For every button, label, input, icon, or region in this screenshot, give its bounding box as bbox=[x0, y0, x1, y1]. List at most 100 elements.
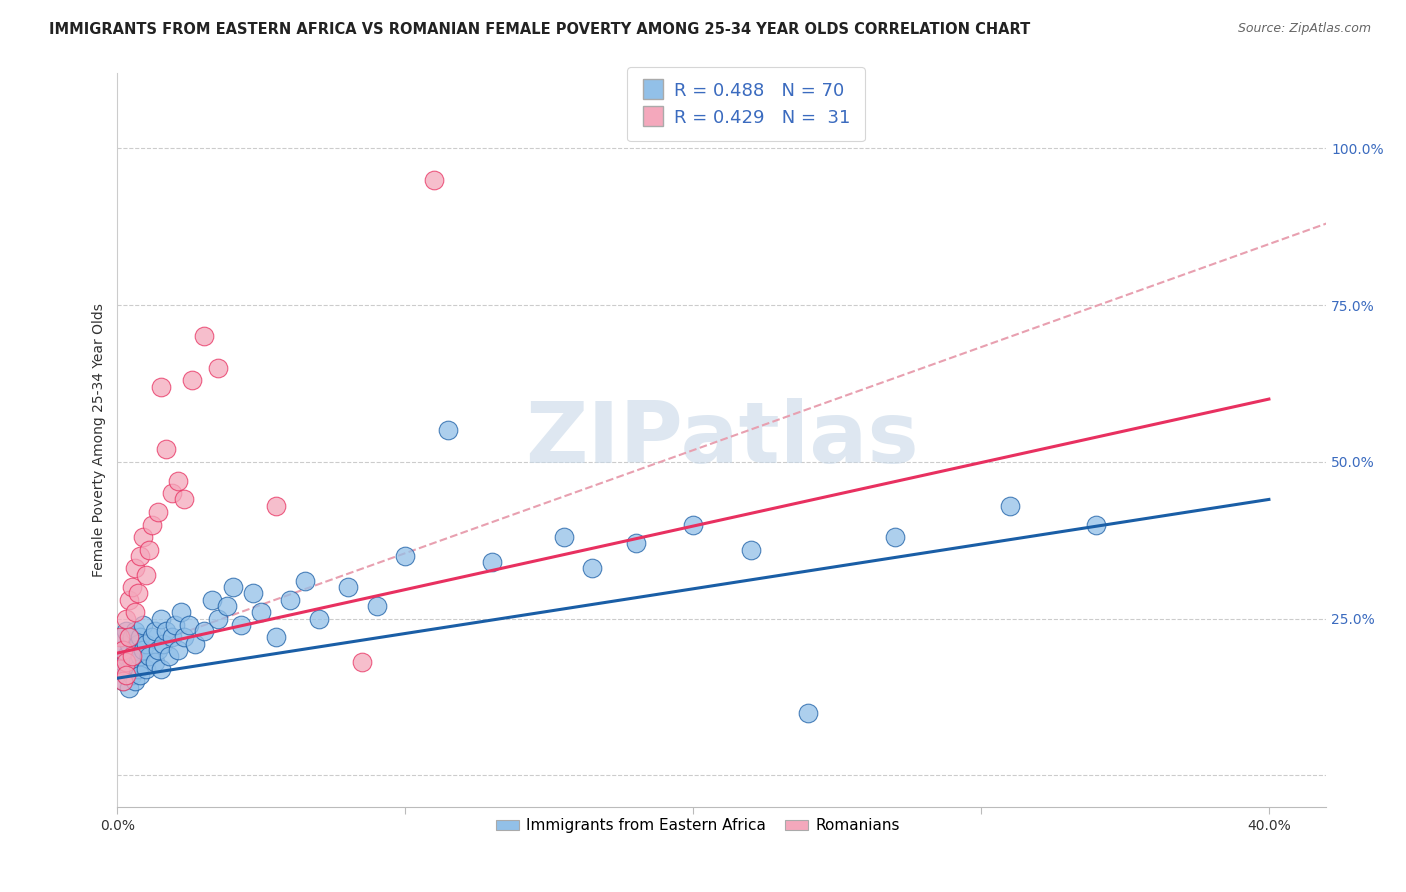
Point bbox=[127, 586, 149, 600]
Point bbox=[146, 505, 169, 519]
Point bbox=[121, 649, 143, 664]
Point bbox=[141, 631, 163, 645]
Point bbox=[797, 706, 820, 720]
Point bbox=[121, 631, 143, 645]
Point bbox=[294, 574, 316, 588]
Point bbox=[184, 637, 207, 651]
Point bbox=[143, 656, 166, 670]
Point bbox=[366, 599, 388, 613]
Point bbox=[141, 517, 163, 532]
Text: Source: ZipAtlas.com: Source: ZipAtlas.com bbox=[1237, 22, 1371, 36]
Point bbox=[110, 631, 132, 645]
Point bbox=[215, 599, 238, 613]
Point bbox=[112, 674, 135, 689]
Point bbox=[129, 631, 152, 645]
Point bbox=[1085, 517, 1108, 532]
Point bbox=[112, 631, 135, 645]
Point bbox=[112, 656, 135, 670]
Point bbox=[118, 637, 141, 651]
Point bbox=[129, 649, 152, 664]
Point bbox=[394, 549, 416, 563]
Point bbox=[160, 486, 183, 500]
Point bbox=[118, 662, 141, 676]
Point bbox=[132, 643, 155, 657]
Point bbox=[121, 580, 143, 594]
Point bbox=[115, 649, 138, 664]
Point bbox=[138, 542, 160, 557]
Point bbox=[127, 662, 149, 676]
Point bbox=[740, 542, 762, 557]
Point bbox=[149, 662, 172, 676]
Point bbox=[437, 424, 460, 438]
Point bbox=[121, 668, 143, 682]
Point bbox=[110, 643, 132, 657]
Point bbox=[149, 611, 172, 625]
Point bbox=[624, 536, 647, 550]
Point bbox=[193, 329, 215, 343]
Point bbox=[118, 592, 141, 607]
Point bbox=[112, 643, 135, 657]
Point bbox=[118, 631, 141, 645]
Point bbox=[110, 662, 132, 676]
Point bbox=[127, 637, 149, 651]
Point bbox=[124, 561, 146, 575]
Point bbox=[115, 668, 138, 682]
Legend: Immigrants from Eastern Africa, Romanians: Immigrants from Eastern Africa, Romanian… bbox=[489, 813, 905, 839]
Point bbox=[135, 662, 157, 676]
Point bbox=[132, 530, 155, 544]
Point bbox=[231, 618, 253, 632]
Point bbox=[129, 668, 152, 682]
Text: ZIPatlas: ZIPatlas bbox=[524, 399, 920, 482]
Point bbox=[163, 618, 186, 632]
Y-axis label: Female Poverty Among 25-34 Year Olds: Female Poverty Among 25-34 Year Olds bbox=[93, 303, 107, 577]
Point bbox=[152, 637, 174, 651]
Point bbox=[124, 643, 146, 657]
Point bbox=[115, 656, 138, 670]
Point bbox=[423, 172, 446, 186]
Point bbox=[129, 549, 152, 563]
Point bbox=[146, 643, 169, 657]
Point bbox=[883, 530, 905, 544]
Point bbox=[121, 656, 143, 670]
Point bbox=[481, 555, 503, 569]
Text: IMMIGRANTS FROM EASTERN AFRICA VS ROMANIAN FEMALE POVERTY AMONG 25-34 YEAR OLDS : IMMIGRANTS FROM EASTERN AFRICA VS ROMANI… bbox=[49, 22, 1031, 37]
Point bbox=[160, 631, 183, 645]
Point bbox=[135, 567, 157, 582]
Point bbox=[118, 681, 141, 695]
Point bbox=[250, 605, 273, 619]
Point bbox=[149, 379, 172, 393]
Point bbox=[207, 611, 229, 625]
Point bbox=[264, 631, 287, 645]
Point bbox=[181, 373, 204, 387]
Point bbox=[682, 517, 704, 532]
Point bbox=[179, 618, 201, 632]
Point bbox=[278, 592, 301, 607]
Point bbox=[143, 624, 166, 639]
Point bbox=[581, 561, 603, 575]
Point bbox=[167, 643, 190, 657]
Point bbox=[998, 499, 1021, 513]
Point bbox=[336, 580, 359, 594]
Point bbox=[221, 580, 243, 594]
Point bbox=[115, 668, 138, 682]
Point bbox=[193, 624, 215, 639]
Point bbox=[170, 605, 193, 619]
Point bbox=[124, 624, 146, 639]
Point bbox=[155, 624, 177, 639]
Point bbox=[124, 605, 146, 619]
Point bbox=[264, 499, 287, 513]
Point bbox=[173, 492, 195, 507]
Point bbox=[115, 611, 138, 625]
Point bbox=[167, 474, 190, 488]
Point bbox=[242, 586, 264, 600]
Point bbox=[132, 618, 155, 632]
Point bbox=[124, 674, 146, 689]
Point bbox=[173, 631, 195, 645]
Point bbox=[135, 637, 157, 651]
Point bbox=[207, 360, 229, 375]
Point bbox=[308, 611, 330, 625]
Point bbox=[110, 662, 132, 676]
Point bbox=[112, 674, 135, 689]
Point bbox=[157, 649, 180, 664]
Point bbox=[553, 530, 575, 544]
